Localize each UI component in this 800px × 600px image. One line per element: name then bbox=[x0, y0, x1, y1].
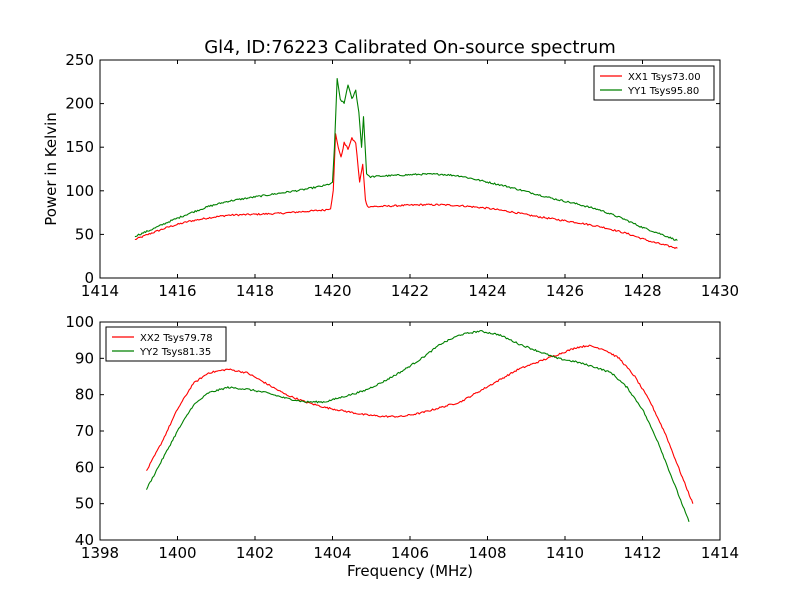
y-tick-label: 250 bbox=[65, 51, 94, 69]
legend-label-1: XX2 Tsys79.78 bbox=[140, 333, 213, 344]
series-line-2 bbox=[134, 77, 678, 241]
series-group bbox=[145, 329, 694, 522]
x-tick-label: 1414 bbox=[81, 282, 119, 300]
y-tick-label: 70 bbox=[75, 422, 94, 440]
legend: XX2 Tsys79.78 YY2 Tsys81.35 bbox=[105, 326, 227, 362]
series-group bbox=[134, 77, 678, 249]
legend-box bbox=[593, 65, 715, 101]
x-tick-label: 1410 bbox=[546, 544, 584, 562]
series-line-1 bbox=[146, 344, 694, 504]
x-tick-label: 1420 bbox=[313, 282, 351, 300]
legend-box bbox=[105, 326, 227, 362]
x-tick-label: 1414 bbox=[701, 544, 739, 562]
x-axis-label: Frequency (MHz) bbox=[347, 562, 473, 580]
y-tick-label: 200 bbox=[65, 95, 94, 113]
y-tick-label: 100 bbox=[65, 313, 94, 331]
x-tick-label: 1422 bbox=[391, 282, 429, 300]
x-tick-label: 1402 bbox=[236, 544, 274, 562]
legend: XX1 Tsys73.00 YY1 Tsys95.80 bbox=[593, 65, 715, 101]
y-tick-label: 90 bbox=[75, 349, 94, 367]
legend-label-2: YY1 Tsys95.80 bbox=[627, 86, 699, 97]
chart-title: Gl4, ID:76223 Calibrated On-source spect… bbox=[204, 37, 616, 58]
y-tick-label: 150 bbox=[65, 138, 94, 156]
chart-1: 1414 1416 1418 1420 1422 1424 1426 1428 1430 0 50 1… bbox=[42, 37, 739, 300]
legend-label-1: XX1 Tsys73.00 bbox=[628, 72, 701, 83]
x-tick-label: 1424 bbox=[468, 282, 506, 300]
series-line-1 bbox=[134, 133, 678, 249]
y-tick-label: 60 bbox=[75, 458, 94, 476]
x-tick-label: 1430 bbox=[701, 282, 739, 300]
x-tick-label: 1404 bbox=[313, 544, 351, 562]
y-axis-label: Power in Kelvin bbox=[42, 112, 60, 226]
x-tick-label: 1408 bbox=[468, 544, 506, 562]
legend-label-2: YY2 Tsys81.35 bbox=[139, 347, 211, 358]
y-tick-label: 100 bbox=[65, 182, 94, 200]
x-tick-label: 1416 bbox=[158, 282, 196, 300]
x-tick-label: 1400 bbox=[158, 544, 196, 562]
y-tick-label: 40 bbox=[75, 531, 94, 549]
y-tick-label: 50 bbox=[75, 495, 94, 513]
chart-2: 1398 1400 1402 1404 1406 1408 1410 1412 1414 40 50… bbox=[65, 313, 739, 580]
series-line-2 bbox=[145, 329, 690, 522]
y-tick-label: 0 bbox=[84, 269, 94, 287]
x-tick-label: 1412 bbox=[623, 544, 661, 562]
y-tick-label: 50 bbox=[75, 225, 94, 243]
x-tick-label: 1418 bbox=[236, 282, 274, 300]
x-tick-label: 1398 bbox=[81, 544, 119, 562]
x-tick-label: 1428 bbox=[623, 282, 661, 300]
y-tick-label: 80 bbox=[75, 386, 94, 404]
x-tick-label: 1426 bbox=[546, 282, 584, 300]
x-tick-label: 1406 bbox=[391, 544, 429, 562]
